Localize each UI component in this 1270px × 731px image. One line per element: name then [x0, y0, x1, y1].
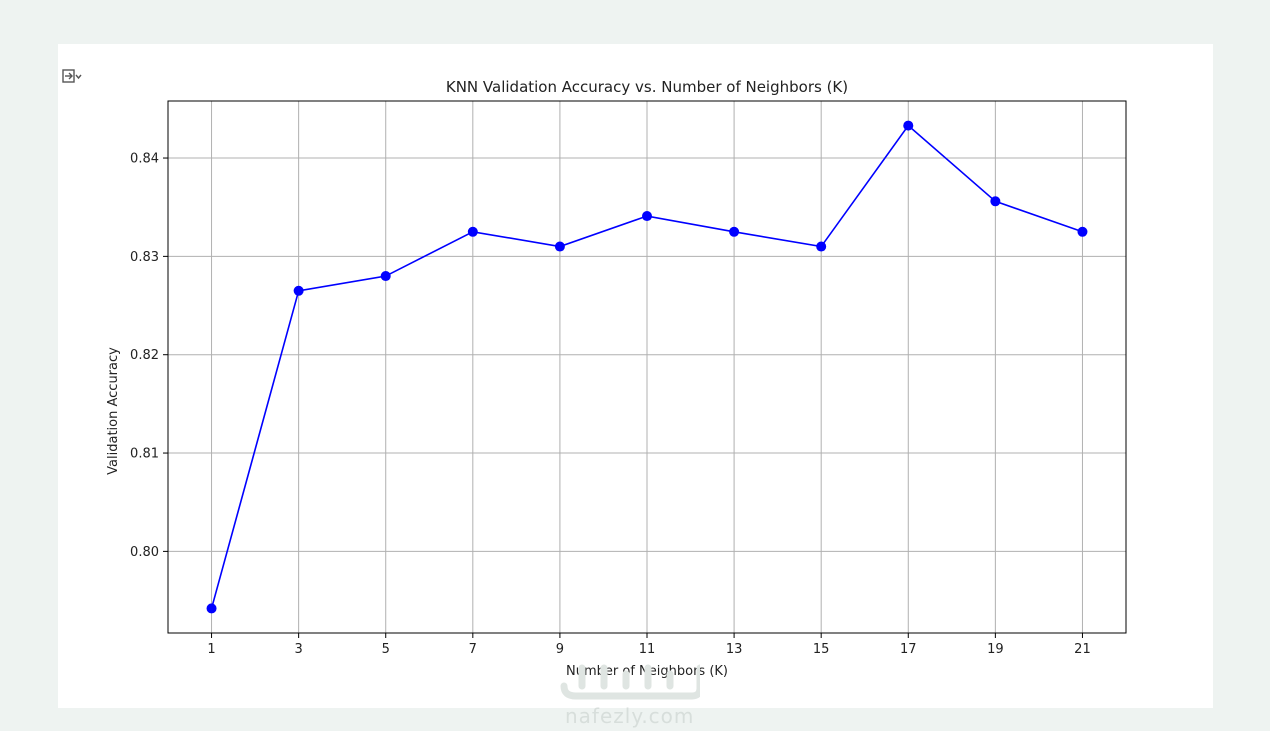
data-point [642, 211, 652, 222]
grid-lines [168, 101, 1126, 633]
x-tick-label: 7 [469, 642, 477, 657]
data-point [206, 603, 217, 614]
data-point [467, 226, 478, 237]
y-tick-label: 0.81 [130, 447, 159, 462]
x-tick-label: 9 [556, 642, 564, 657]
accuracy-chart: 1 3 5 7 9 11 13 15 17 19 21 0.800.810.820.830.84 K… [106, 78, 1127, 679]
output-toggle-icon[interactable] [62, 68, 82, 84]
x-tick-label: 1 [207, 642, 215, 657]
series-layer [206, 120, 1088, 614]
data-point [554, 241, 565, 252]
y-tick-label: 0.84 [130, 152, 159, 167]
x-tick-label: 21 [1074, 642, 1091, 657]
output-panel: 1 3 5 7 9 11 13 15 17 19 21 0.80 0.81 0.82 0.83 0.84 K… [58, 44, 1213, 708]
x-tick-label: 3 [294, 642, 302, 657]
data-point [1077, 226, 1088, 237]
x-tick-label: 5 [382, 642, 390, 657]
x-tick-label: 13 [726, 642, 743, 657]
x-axis-ticks: 1 3 5 7 9 11 13 15 17 19 21 [207, 633, 1091, 657]
data-point [816, 241, 827, 252]
data-point [380, 271, 391, 282]
chart-title: KNN Validation Accuracy vs. Number of Ne… [446, 78, 848, 96]
y-tick-label: 0.80 [130, 545, 159, 560]
y-axis-title: Validation Accuracy [106, 347, 121, 475]
nafezly-logo [560, 664, 700, 700]
y-tick-label: 0.82 [130, 348, 159, 363]
y-tick-label: 0.83 [130, 250, 159, 265]
watermark-text: nafezly.com [565, 704, 695, 728]
y-axis-ticks: 0.80 0.81 0.82 0.83 0.84 [130, 152, 168, 560]
x-tick-label: 19 [987, 642, 1004, 657]
data-point [729, 226, 740, 237]
x-tick-label: 15 [813, 642, 830, 657]
data-point [990, 196, 1001, 207]
x-tick-label: 17 [900, 642, 917, 657]
data-point [903, 120, 914, 131]
x-tick-label: 11 [639, 642, 656, 657]
data-point [293, 285, 304, 296]
